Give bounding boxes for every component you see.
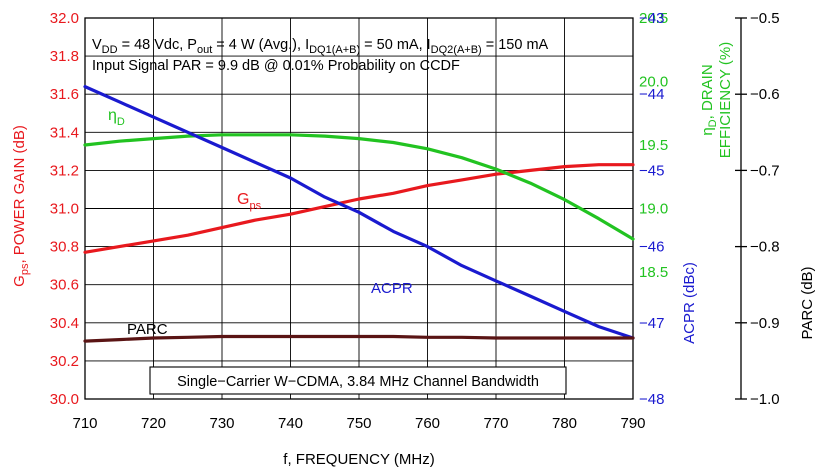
efficiency-tick-label: 20.0 [639, 74, 668, 91]
efficiency-tick-label: 18.5 [639, 264, 668, 281]
acpr-tick-label: −46 [639, 239, 664, 256]
tick-labels-group: 30.0 30.2 30.4 30.6 30.8 31.0 31.2 31.4 31.6 31.8… [50, 10, 668, 432]
x-tick-label: 770 [483, 415, 508, 432]
y-axis-label-gain: Gps, POWER GAIN (dB) [11, 125, 31, 287]
acpr-tick-label: −43 [639, 10, 664, 27]
parc-tick-label: −1.0 [750, 391, 780, 408]
acpr-tick-label: −45 [639, 162, 664, 179]
series-label-parc: PARC [127, 321, 168, 338]
series-line-parc [83, 334, 635, 343]
condition-text: = 48 Vdc, P [118, 37, 197, 53]
series-line-ηd [83, 133, 635, 241]
x-tick-label: 780 [552, 415, 577, 432]
gain-tick-label: 31.0 [50, 201, 79, 218]
y-axis-label-acpr: ACPR (dBc) [681, 262, 698, 344]
condition-text: V [92, 37, 102, 53]
efficiency-tick-label: 19.5 [639, 137, 668, 154]
gain-tick-label: 30.4 [50, 315, 79, 332]
parc-tick-label: −0.9 [750, 315, 780, 332]
condition-text: = 150 mA [482, 37, 549, 53]
gain-tick-label: 31.6 [50, 86, 79, 103]
series-label-acpr: ACPR [371, 280, 413, 297]
signal-note-box [149, 366, 567, 395]
gain-tick-label: 32.0 [50, 10, 79, 27]
gain-tick-label: 30.8 [50, 239, 79, 256]
efficiency-tick-label: 19.0 [639, 201, 668, 218]
condition-subscript: DQ2(A+B) [431, 44, 482, 56]
x-tick-label: 760 [415, 415, 440, 432]
gain-tick-label: 30.6 [50, 277, 79, 294]
y-axis-label-efficiency-2: EFFICIENCY (%) [717, 42, 734, 158]
x-tick-label: 750 [346, 415, 371, 432]
x-tick-label: 720 [141, 415, 166, 432]
signal-note: Single−Carrier W−CDMA, 3.84 MHz Channel … [177, 374, 539, 390]
condition-subscript: out [197, 44, 212, 56]
x-tick-label: 730 [209, 415, 234, 432]
acpr-tick-label: −47 [639, 315, 664, 332]
grid-group [85, 18, 633, 399]
efficiency-tick-label: 20.5 [639, 10, 668, 27]
y-axis-label-efficiency-1: ηD, DRAIN [699, 64, 719, 135]
series-line-acpr [83, 85, 635, 340]
gain-tick-label: 30.0 [50, 391, 79, 408]
gain-tick-label: 31.4 [50, 124, 79, 141]
conditions-line-2: Input Signal PAR = 9.9 dB @ 0.01% Probab… [92, 58, 460, 74]
parc-tick-label: −0.5 [750, 10, 780, 27]
condition-subscript: DD [102, 44, 118, 56]
acpr-tick-label: −48 [639, 391, 664, 408]
series-label-eta: ηD [108, 107, 125, 128]
x-axis-label: f, FREQUENCY (MHz) [283, 451, 434, 468]
gain-tick-label: 30.2 [50, 353, 79, 370]
parc-tick-label: −0.7 [750, 162, 780, 179]
parc-axis: −0.5 −0.6 −0.7 −0.8 −0.9 −1.0 [735, 10, 780, 408]
acpr-tick-label: −44 [639, 86, 664, 103]
condition-text: = 4 W (Avg.), I [212, 37, 309, 53]
gain-tick-label: 31.8 [50, 48, 79, 65]
series-group [83, 85, 635, 343]
y-axis-label-parc: PARC (dB) [799, 266, 816, 339]
x-tick-label: 740 [278, 415, 303, 432]
conditions-line-1: VDD = 48 Vdc, Pout = 4 W (Avg.), IDQ1(A+… [92, 37, 549, 56]
series-line-gps [83, 163, 635, 254]
condition-text: = 50 mA, I [360, 37, 431, 53]
series-label-gps: Gps [237, 191, 262, 212]
gain-tick-label: 31.2 [50, 162, 79, 179]
parc-tick-label: −0.8 [750, 239, 780, 256]
x-tick-label: 790 [620, 415, 645, 432]
x-tick-label: 710 [72, 415, 97, 432]
parc-tick-label: −0.6 [750, 86, 780, 103]
condition-subscript: DQ1(A+B) [309, 44, 360, 56]
